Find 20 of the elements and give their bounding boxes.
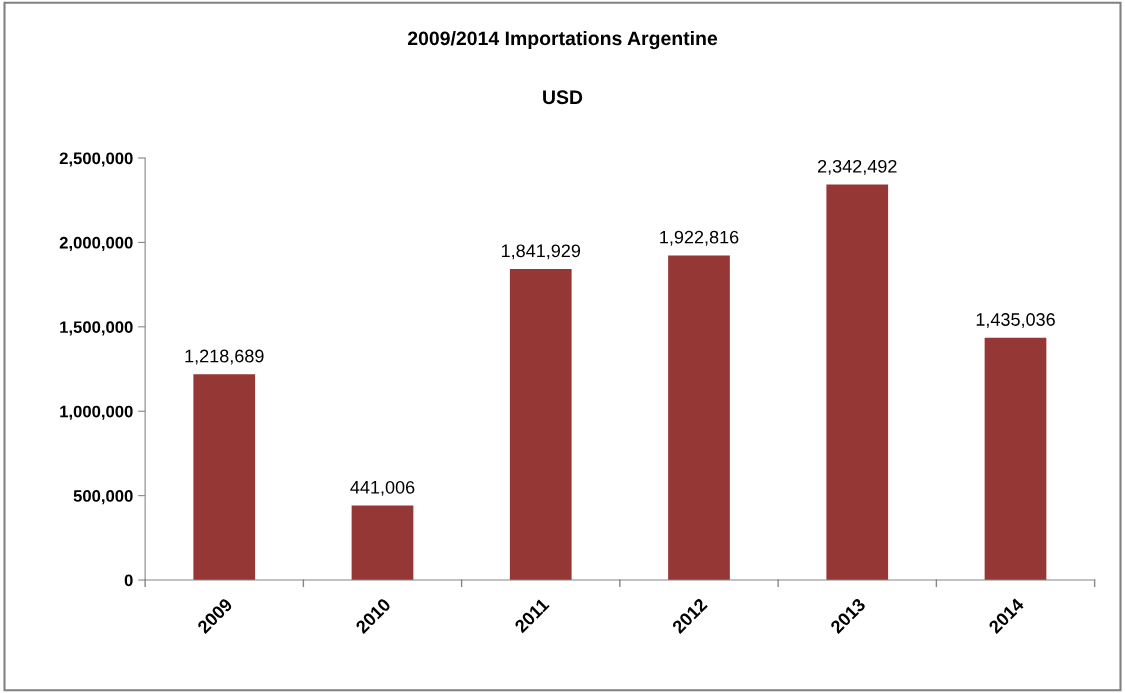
y-tick-label: 1,500,000 [60,321,133,336]
bar [826,184,889,581]
y-tick-label: 2,500,000 [59,152,133,167]
chart-subtitle: USD [543,90,583,105]
bar [668,255,730,581]
bar [351,505,414,581]
y-tick-label: 1,000,000 [60,405,133,420]
y-tick-label: 500,000 [73,490,133,505]
data-label: 2,342,492 [818,159,897,175]
chart-title: 2009/2014 Importations Argentine [407,30,718,50]
bar [193,374,256,581]
bar [984,337,1047,581]
data-label: 1,841,929 [501,244,581,260]
y-tick-label: 2,000,000 [59,236,133,252]
data-label: 1,218,689 [185,349,264,365]
data-label: 1,435,036 [976,313,1055,329]
y-tick-label: 0 [124,574,133,587]
data-label: 441,006 [350,480,415,496]
data-label: 1,922,816 [660,230,739,246]
bar [509,269,572,581]
